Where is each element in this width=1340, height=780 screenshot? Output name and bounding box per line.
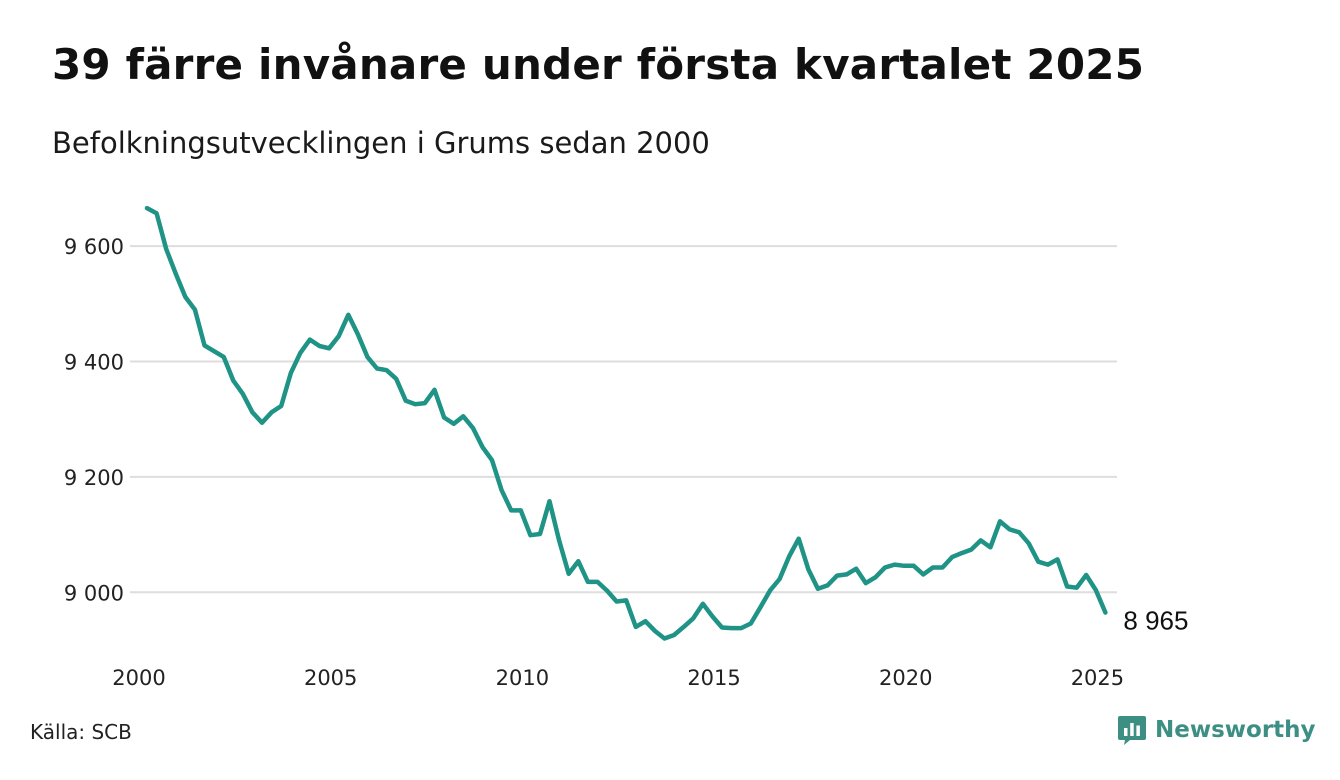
- series-line-0: [144, 205, 1108, 641]
- chart-title: 39 färre invånare under första kvartalet…: [52, 40, 1145, 89]
- x-tick-label: 2005: [304, 666, 357, 690]
- y-tick-label: 9 400: [64, 351, 124, 375]
- x-tick-label: 2015: [687, 666, 740, 690]
- x-tick-label: 2010: [496, 666, 549, 690]
- brand-name: Newsworthy: [1155, 717, 1316, 743]
- y-tick-label: 9 600: [64, 235, 124, 259]
- series-layer: [144, 205, 1108, 641]
- chart-subtitle: Befolkningsutvecklingen i Grums sedan 20…: [52, 126, 710, 160]
- brand-logo: Newsworthy: [1117, 714, 1316, 746]
- x-axis-ticks: 2000 2005 2010 2015 2020 2025: [112, 666, 1124, 690]
- end-label-layer: 8 965: [1123, 606, 1188, 636]
- end-value-label: 8 965: [1123, 606, 1188, 636]
- y-tick-label: 9 200: [64, 466, 124, 490]
- x-tick-label: 2000: [112, 666, 165, 690]
- y-axis-ticks: 9 000 9 200 9 400 9 600: [64, 235, 124, 605]
- source-note: Källa: SCB: [30, 720, 132, 744]
- x-tick-label: 2020: [879, 666, 932, 690]
- grid-lines: [130, 245, 1117, 594]
- x-tick-label: 2025: [1071, 666, 1124, 690]
- y-tick-label: 9 000: [64, 581, 124, 605]
- newsworthy-logo-icon: [1118, 716, 1146, 745]
